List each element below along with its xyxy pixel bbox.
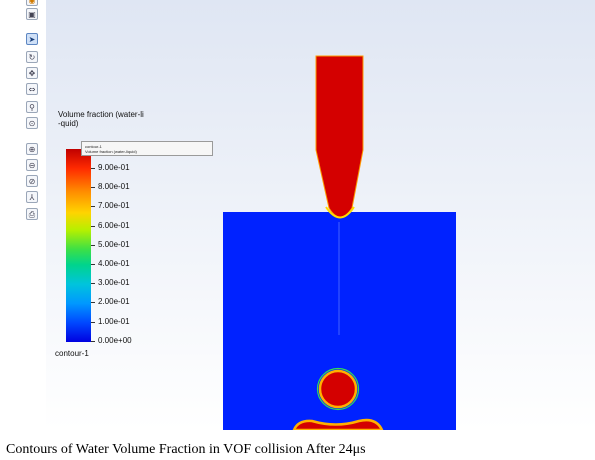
colorbar-tick [91, 225, 95, 227]
contour-plot [223, 55, 456, 430]
colorbar-tick-label: 0.00e+00 [98, 335, 132, 345]
zoom-region-icon[interactable]: ⊘ [26, 175, 38, 187]
colorbar-tick-label: 1.00e-01 [98, 316, 130, 326]
zoom-in-icon[interactable]: ⊕ [26, 143, 38, 155]
colorbar-tick-label: 7.00e-01 [98, 201, 130, 211]
axes-icon[interactable]: ⅄ [26, 191, 38, 203]
colorbar-tick-label: 2.00e-01 [98, 297, 130, 307]
tooltip-subtitle: Volume fraction (water-liquid) [85, 149, 137, 154]
colorbar-tick-label: 8.00e-01 [98, 182, 130, 192]
liquid-crown [292, 418, 384, 430]
graphics-viewport[interactable]: Volume fraction (water-li -quid) 9.00e-0… [46, 0, 595, 430]
orange-circle-icon[interactable]: ◉ [26, 0, 38, 6]
liquid-jet [315, 55, 364, 218]
legend-title: Volume fraction (water-li -quid) [58, 110, 144, 128]
rotate-icon[interactable]: ↻ [26, 51, 38, 63]
colorbar-tick-label: 4.00e-01 [98, 259, 130, 268]
colorbar-tick [91, 340, 95, 342]
colorbar-tick [91, 264, 95, 265]
print-icon[interactable]: ⎙ [26, 208, 38, 220]
colorbar-tick-label: 5.00e-01 [98, 239, 130, 249]
zoom-to-fit-icon[interactable]: ⊙ [26, 117, 38, 129]
liquid-droplet [318, 369, 358, 409]
contour-tooltip: contour-1 Volume fraction (water-liquid) [81, 141, 213, 156]
colorbar-tick [91, 187, 95, 189]
zoom-out-icon[interactable]: ⊖ [26, 159, 38, 171]
colorbar-tick [91, 206, 95, 208]
pan-icon[interactable]: ✥ [26, 67, 38, 79]
zoom-dynamic-icon[interactable]: ⇔ [26, 83, 38, 95]
window-icon[interactable]: ▣ [26, 8, 38, 20]
pointer-select-icon[interactable]: ➤ [26, 33, 38, 45]
colorbar-tick [91, 283, 95, 285]
colorbar-tick [91, 302, 95, 304]
colorbar [66, 149, 91, 342]
colorbar-tick-label: 6.00e-01 [98, 220, 130, 230]
colorbar-tick [91, 244, 95, 246]
zoom-box-icon[interactable]: ⚲ [26, 101, 38, 113]
colorbar-tick-label: 9.00e-01 [98, 163, 130, 172]
tooltip-title: contour-1 [85, 144, 102, 149]
colorbar-tick [91, 168, 95, 169]
colorbar-tick [91, 321, 95, 323]
jet-interface [325, 206, 355, 219]
colorbar-tick-label: 3.00e-01 [98, 278, 130, 288]
figure-caption: Contours of Water Volume Fraction in VOF… [6, 442, 366, 457]
legend-contour-name: contour-1 [55, 349, 89, 358]
